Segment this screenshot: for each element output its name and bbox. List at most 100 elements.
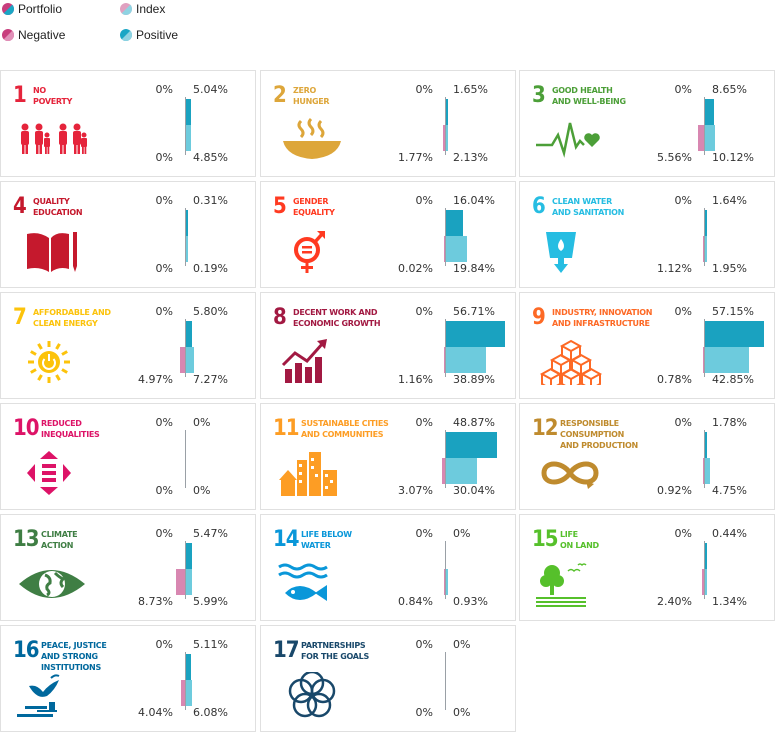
index-negative-bar[interactable] (180, 680, 185, 706)
portfolio-positive-bar[interactable] (446, 99, 448, 125)
index-positive-bar[interactable] (446, 125, 449, 151)
portfolio-negative-label: 0% (415, 83, 433, 96)
portfolio-positive-bar[interactable] (186, 654, 192, 680)
index-positive-bar[interactable] (705, 458, 710, 484)
index-positive-bar[interactable] (186, 569, 193, 595)
index-negative-bar[interactable] (444, 236, 445, 262)
index-negative-bar[interactable] (441, 458, 445, 484)
legend-item-positive[interactable]: Positive (120, 28, 178, 42)
portfolio-negative-label: 0% (155, 305, 173, 318)
sdg-card-15[interactable]: 15 Life on Land 0% 0.44% 2.40% 1.34% (519, 514, 775, 621)
index-negative-bar[interactable] (175, 569, 185, 595)
sdg-card-9[interactable]: 9 Industry, Innovation and Infrastructure… (519, 292, 775, 399)
goal-title: Life Below Water (301, 530, 352, 550)
portfolio-positive-bar[interactable] (705, 321, 765, 347)
sdg-card-4[interactable]: 4 Quality Education 0% 0.31% 0% 0.19% (0, 181, 256, 288)
index-positive-label: 6.08% (193, 706, 228, 719)
index-negative-bar[interactable] (703, 347, 704, 373)
portfolio-positive-bar[interactable] (446, 210, 463, 236)
index-negative-bar[interactable] (444, 569, 445, 595)
index-negative-label: 5.56% (657, 151, 692, 164)
index-positive-label: 4.75% (712, 484, 747, 497)
index-positive-bar[interactable] (186, 125, 192, 151)
sdg-card-17[interactable]: 17 Partnerships for the Goals 0% 0% 0% 0% (260, 625, 516, 732)
index-positive-bar[interactable] (446, 458, 478, 484)
goal-number: 9 (532, 305, 546, 330)
index-positive-bar[interactable] (446, 236, 467, 262)
portfolio-positive-bar[interactable] (186, 543, 192, 569)
portfolio-positive-label: 0.31% (193, 194, 228, 207)
sdg-card-11[interactable]: 11 Sustainable Cities and Communities 0% 4… (260, 403, 516, 510)
portfolio-positive-bar[interactable] (186, 99, 192, 125)
portfolio-positive-bar[interactable] (705, 432, 707, 458)
index-negative-label: 0% (415, 706, 433, 719)
index-positive-bar[interactable] (186, 347, 194, 373)
portfolio-positive-label: 1.65% (453, 83, 488, 96)
index-negative-label: 4.04% (138, 706, 173, 719)
globe-eye-icon (15, 561, 89, 607)
index-negative-bar[interactable] (701, 569, 704, 595)
sdg-card-14[interactable]: 14 Life Below Water 0% 0% 0.84% 0.93% (260, 514, 516, 621)
portfolio-positive-bar[interactable] (705, 210, 707, 236)
portfolio-positive-bar[interactable] (705, 99, 714, 125)
fish-icon (275, 561, 349, 607)
cubes-icon (534, 339, 608, 391)
portfolio-swatch-icon (2, 3, 14, 15)
portfolio-negative-label: 0% (155, 638, 173, 651)
index-positive-label: 2.13% (453, 151, 488, 164)
index-positive-bar[interactable] (446, 347, 487, 373)
legend: Portfolio Index Negative Positive (0, 0, 300, 50)
sdg-card-3[interactable]: 3 Good Health and Well-Being 0% 8.65% 5.56%… (519, 70, 775, 177)
zero-axis (445, 208, 446, 266)
index-positive-label: 38.89% (453, 373, 495, 386)
portfolio-positive-label: 0% (453, 638, 471, 651)
goal-title: Life on Land (560, 530, 599, 550)
portfolio-positive-bar[interactable] (186, 210, 188, 236)
dove-gavel-icon (15, 672, 89, 718)
sdg-card-6[interactable]: 6 Clean Water and Sanitation 0% 1.64% 1.12%… (519, 181, 775, 288)
index-negative-bar[interactable] (443, 125, 445, 151)
legend-item-index[interactable]: Index (120, 2, 165, 16)
legend-item-portfolio[interactable]: Portfolio (2, 2, 62, 16)
sdg-card-13[interactable]: 13 Climate Action 0% 5.47% 8.73% 5.99% (0, 514, 256, 621)
index-positive-bar[interactable] (186, 236, 188, 262)
goal-number: 11 (273, 416, 300, 441)
sdg-card-8[interactable]: 8 Decent Work and Economic Growth 0% 56.71… (260, 292, 516, 399)
portfolio-positive-bar[interactable] (705, 543, 707, 569)
index-negative-bar[interactable] (703, 458, 704, 484)
sdg-card-7[interactable]: 7 Affordable and Clean Energy 0% 5.80% 4.97… (0, 292, 256, 399)
sdg-card-16[interactable]: 16 Peace, Justice and Strong Institutions… (0, 625, 256, 732)
index-negative-label: 2.40% (657, 595, 692, 608)
portfolio-positive-bar[interactable] (186, 321, 192, 347)
index-positive-label: 1.34% (712, 595, 747, 608)
index-negative-bar[interactable] (179, 347, 185, 373)
portfolio-positive-label: 5.80% (193, 305, 228, 318)
sdg-card-10[interactable]: 10 Reduced Inequalities 0% 0% 0% 0% (0, 403, 256, 510)
portfolio-negative-label: 0% (155, 83, 173, 96)
zero-axis (185, 652, 186, 710)
sdg-card-2[interactable]: 2 Zero Hunger 0% 1.65% 1.77% 2.13% (260, 70, 516, 177)
goal-title: No Poverty (33, 86, 73, 106)
sdg-card-5[interactable]: 5 Gender Equality 0% 16.04% 0.02% 19.84% (260, 181, 516, 288)
zero-axis (704, 319, 705, 377)
goal-number: 3 (532, 83, 546, 108)
index-negative-bar[interactable] (443, 347, 445, 373)
sdg-card-12[interactable]: 12 Responsible Consumption and Production… (519, 403, 775, 510)
portfolio-positive-label: 1.78% (712, 416, 747, 429)
family-icon (15, 117, 89, 163)
index-positive-bar[interactable] (705, 569, 707, 595)
portfolio-positive-bar[interactable] (446, 432, 497, 458)
portfolio-negative-label: 0% (415, 416, 433, 429)
index-positive-bar[interactable] (186, 680, 193, 706)
portfolio-negative-label: 0% (674, 305, 692, 318)
legend-item-negative[interactable]: Negative (2, 28, 65, 42)
index-positive-bar[interactable] (705, 347, 750, 373)
infinity-icon (534, 450, 608, 496)
index-positive-bar[interactable] (705, 236, 708, 262)
index-positive-bar[interactable] (705, 125, 716, 151)
sdg-card-1[interactable]: 1 No Poverty 0% 5.04% 0% 4.85% (0, 70, 256, 177)
portfolio-positive-bar[interactable] (446, 321, 505, 347)
index-negative-bar[interactable] (698, 125, 704, 151)
index-positive-bar[interactable] (446, 569, 448, 595)
index-negative-bar[interactable] (702, 236, 704, 262)
